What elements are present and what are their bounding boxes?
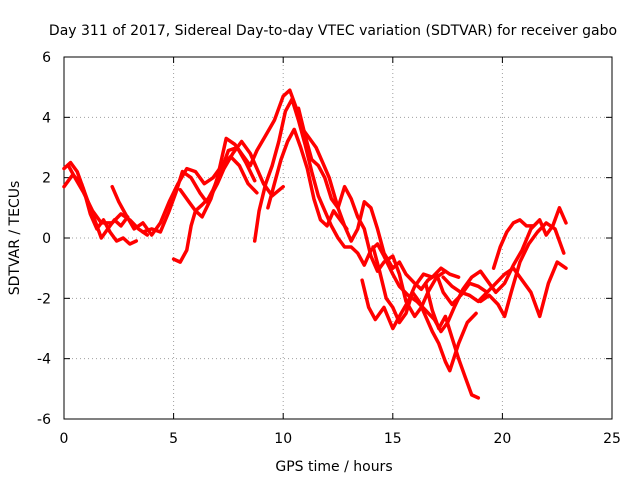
series-line <box>141 145 257 234</box>
y-tick-label: -4 <box>37 352 51 368</box>
tick-labels: 0 5 10 15 20 25 -6 -4 -2 0 2 4 6 <box>37 50 621 447</box>
series-line <box>171 139 285 264</box>
series-line <box>66 163 150 237</box>
series-line <box>296 106 448 319</box>
series-line <box>266 127 349 231</box>
series-line <box>371 245 478 373</box>
y-tick-label: 4 <box>42 110 51 126</box>
x-tick-label: 5 <box>169 431 178 447</box>
y-tick-label: 0 <box>42 231 51 247</box>
series-line <box>441 260 568 319</box>
series-line <box>178 88 489 307</box>
x-tick-label: 25 <box>603 431 621 447</box>
x-tick-label: 0 <box>60 431 69 447</box>
y-tick-label: 2 <box>42 171 51 187</box>
y-tick-label: -2 <box>37 291 51 307</box>
data-series <box>62 88 568 400</box>
y-tick-label: -6 <box>37 412 51 428</box>
y-tick-label: 6 <box>42 50 51 66</box>
x-tick-label: 20 <box>493 431 511 447</box>
x-tick-label: 15 <box>384 431 402 447</box>
y-axis-label: SDTVAR / TECUs <box>7 181 23 296</box>
series-line <box>491 218 535 270</box>
x-axis-label: GPS time / hours <box>275 459 392 475</box>
axis-ticks <box>63 56 613 420</box>
series-line <box>423 281 481 400</box>
chart-title: Day 311 of 2017, Sidereal Day-to-day VTE… <box>49 23 617 39</box>
series-line <box>62 160 139 246</box>
series-line <box>478 221 566 319</box>
x-tick-label: 10 <box>274 431 292 447</box>
